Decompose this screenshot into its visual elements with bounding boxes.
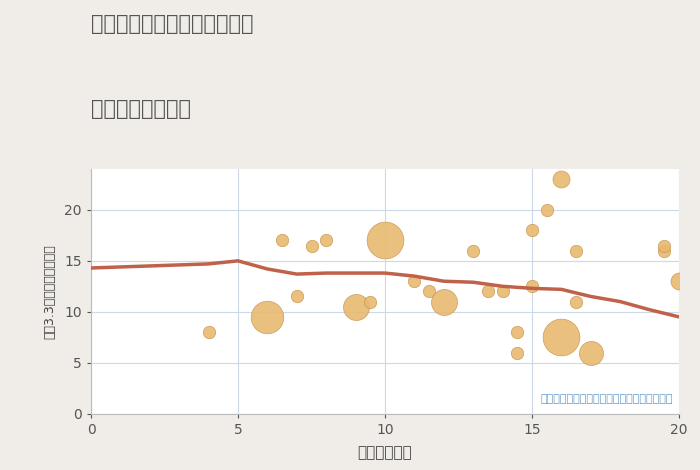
Point — [350, 303, 361, 311]
Point — [526, 282, 538, 290]
Point — [262, 313, 273, 321]
Point — [321, 237, 332, 244]
Point — [379, 237, 391, 244]
Text: 円の大きさは、取引のあった物件面積を示す: 円の大きさは、取引のあった物件面積を示す — [540, 394, 673, 404]
Point — [570, 298, 582, 306]
Point — [526, 227, 538, 234]
Point — [659, 247, 670, 254]
Point — [541, 206, 552, 214]
Point — [203, 329, 214, 336]
Point — [497, 288, 508, 295]
Y-axis label: 坪（3.3㎡）単価（万円）: 坪（3.3㎡）単価（万円） — [43, 244, 56, 339]
Text: 兵庫県豊岡市出石町鍛冶屋の: 兵庫県豊岡市出石町鍛冶屋の — [91, 14, 253, 34]
Point — [409, 277, 420, 285]
X-axis label: 駅距離（分）: 駅距離（分） — [358, 445, 412, 460]
Point — [438, 298, 449, 306]
Point — [365, 298, 376, 306]
Point — [512, 349, 523, 356]
Point — [424, 288, 435, 295]
Point — [276, 237, 288, 244]
Point — [659, 242, 670, 249]
Point — [556, 176, 567, 183]
Point — [673, 277, 685, 285]
Text: 駅距離別土地価格: 駅距離別土地価格 — [91, 99, 191, 119]
Point — [556, 334, 567, 341]
Point — [482, 288, 493, 295]
Point — [585, 349, 596, 356]
Point — [306, 242, 317, 249]
Point — [291, 293, 302, 300]
Point — [570, 247, 582, 254]
Point — [468, 247, 479, 254]
Point — [512, 329, 523, 336]
